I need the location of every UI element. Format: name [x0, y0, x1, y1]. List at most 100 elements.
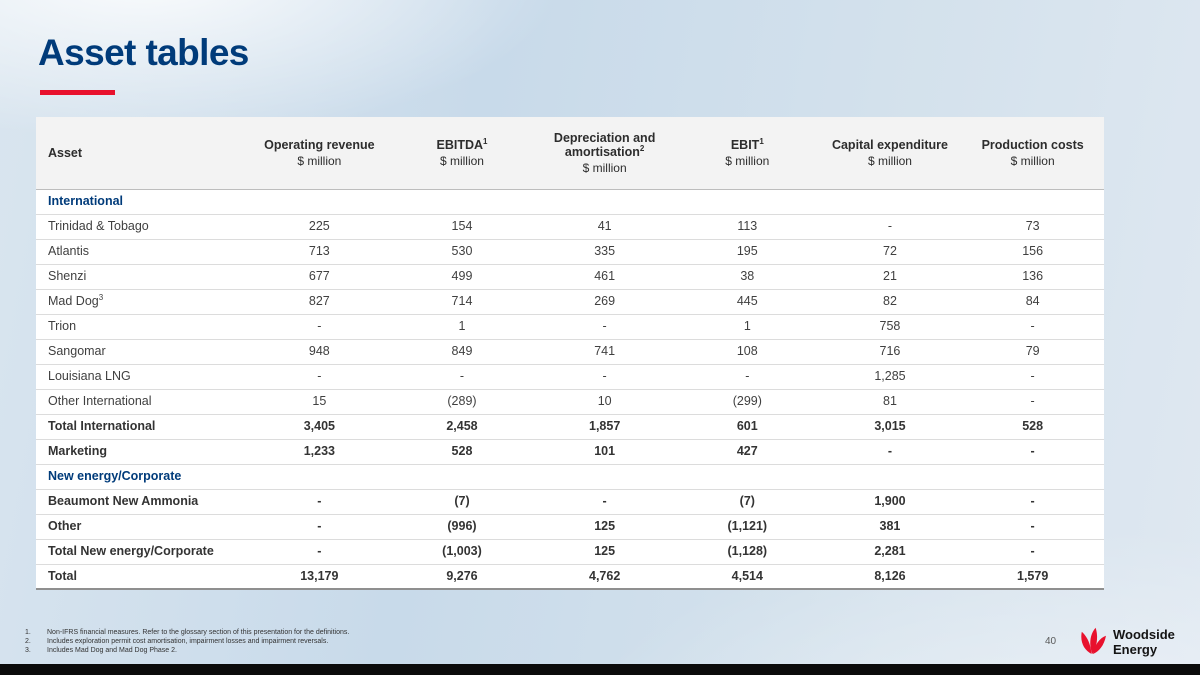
value-cell: 713	[248, 239, 391, 265]
table-row: Total New energy/Corporate - (1,003) 125 (1,…	[36, 538, 1104, 565]
value-cell: 2,281	[818, 538, 962, 565]
asset-table: Asset Operating revenue $ million EBITDA1 $ …	[36, 117, 1104, 590]
value-cell: 82	[818, 289, 962, 315]
value-cell: -	[818, 214, 962, 240]
value-cell: 156	[961, 239, 1104, 265]
value-cell: -	[961, 364, 1104, 390]
logo-line1: Woodside	[1113, 627, 1175, 642]
value-cell: 10	[533, 389, 676, 415]
value-cell: 84	[961, 289, 1104, 315]
value-cell: 13,179	[248, 563, 391, 590]
value-cell: (1,128)	[675, 538, 819, 565]
asset-cell: Atlantis	[36, 239, 248, 265]
column-header: Depreciation and amortisation2 $ million	[533, 117, 676, 190]
asset-cell: Sangomar	[36, 339, 248, 365]
value-cell: 427	[675, 438, 819, 465]
asset-cell: Shenzi	[36, 264, 248, 290]
footnote: 2. Includes exploration permit cost amort…	[25, 637, 349, 646]
value-cell: 154	[390, 214, 534, 240]
footnote: 1. Non-IFRS financial measures. Refer to …	[25, 628, 349, 637]
value-cell: 1	[390, 314, 534, 340]
value-cell: 225	[248, 214, 391, 240]
value-cell: 2,458	[390, 413, 534, 440]
table-body: International Trinidad & Tobago 225 154 41 11…	[36, 189, 1104, 590]
column-header: Operating revenue $ million	[248, 117, 391, 190]
footnote-text: Non-IFRS financial measures. Refer to th…	[47, 629, 350, 636]
value-cell: 827	[248, 289, 391, 315]
footnote-number: 3.	[25, 647, 31, 654]
footnote-text: Includes Mad Dog and Mad Dog Phase 2.	[47, 647, 177, 654]
column-header: Production costs $ million	[961, 117, 1104, 190]
table-row: Beaumont New Ammonia - (7) - (7) 1,900-	[36, 489, 1104, 515]
value-cell: 269	[533, 289, 676, 315]
asset-data-table: Asset Operating revenue $ million EBITDA1 $ …	[36, 117, 1104, 590]
value-cell: -	[961, 389, 1104, 415]
table-row: Louisiana LNG - - - -1,285-	[36, 364, 1104, 390]
value-cell: 108	[675, 339, 819, 365]
footnotes: 1. Non-IFRS financial measures. Refer to …	[25, 628, 349, 655]
value-cell: 15	[248, 389, 391, 415]
value-cell: 4,514	[675, 563, 819, 590]
value-cell: 3,405	[248, 413, 391, 440]
value-cell: -	[248, 364, 391, 390]
value-cell: 528	[390, 438, 534, 465]
value-cell: 1,857	[533, 413, 676, 440]
woodside-flame-icon	[1081, 627, 1106, 654]
value-cell: -	[961, 538, 1104, 565]
value-cell: 601	[675, 413, 819, 440]
asset-cell: Trinidad & Tobago	[36, 214, 248, 240]
value-cell: 677	[248, 264, 391, 290]
asset-cell: Trion	[36, 314, 248, 340]
value-cell: -	[533, 364, 676, 390]
value-cell: 741	[533, 339, 676, 365]
value-cell: (289)	[390, 389, 534, 415]
value-cell: -	[248, 538, 391, 565]
asset-cell: International	[36, 189, 1104, 215]
value-cell: (1,121)	[675, 514, 819, 540]
value-cell: -	[818, 438, 962, 465]
value-cell: 38	[675, 264, 819, 290]
table-row: Atlantis 713 530 335 195 72 156	[36, 239, 1104, 265]
value-cell: -	[961, 514, 1104, 540]
value-cell: 948	[248, 339, 391, 365]
footnote-number: 1.	[25, 629, 31, 636]
value-cell: -	[533, 314, 676, 340]
value-cell: 21	[818, 264, 962, 290]
value-cell: 716	[818, 339, 962, 365]
value-cell: -	[961, 489, 1104, 515]
value-cell: -	[248, 489, 391, 515]
table-row: Trinidad & Tobago 225 154 41 113-73	[36, 214, 1104, 240]
value-cell: 714	[390, 289, 534, 315]
table-row: Total 13,179 9,276 4,762 4,514 8,126 1,579	[36, 563, 1104, 590]
value-cell: 136	[961, 264, 1104, 290]
value-cell: 499	[390, 264, 534, 290]
value-cell: (1,003)	[390, 538, 534, 565]
value-cell: (7)	[675, 489, 819, 515]
asset-cell: Total	[36, 563, 248, 590]
value-cell: 1,579	[961, 563, 1104, 590]
value-cell: -	[390, 364, 534, 390]
value-cell: 1,233	[248, 438, 391, 465]
bottom-bar	[0, 664, 1200, 675]
table-row: Sangomar 948 849 741 108 716 79	[36, 339, 1104, 365]
value-cell: 381	[818, 514, 962, 540]
value-cell: 195	[675, 239, 819, 265]
value-cell: 79	[961, 339, 1104, 365]
value-cell: -	[248, 314, 391, 340]
value-cell: 41	[533, 214, 676, 240]
value-cell: 335	[533, 239, 676, 265]
value-cell: (996)	[390, 514, 534, 540]
value-cell: -	[961, 438, 1104, 465]
asset-cell: Louisiana LNG	[36, 364, 248, 390]
value-cell: 1,900	[818, 489, 962, 515]
value-cell: -	[248, 514, 391, 540]
asset-cell: Other International	[36, 389, 248, 415]
value-cell: 113	[675, 214, 819, 240]
column-header: EBIT1 $ million	[675, 117, 819, 190]
value-cell: 125	[533, 514, 676, 540]
value-cell: -	[533, 489, 676, 515]
table-header: Asset Operating revenue $ million EBITDA1 $ …	[36, 117, 1104, 190]
table-row: Other International 15 (289) 10 (299) 81-	[36, 389, 1104, 415]
asset-cell: New energy/Corporate	[36, 464, 1104, 490]
